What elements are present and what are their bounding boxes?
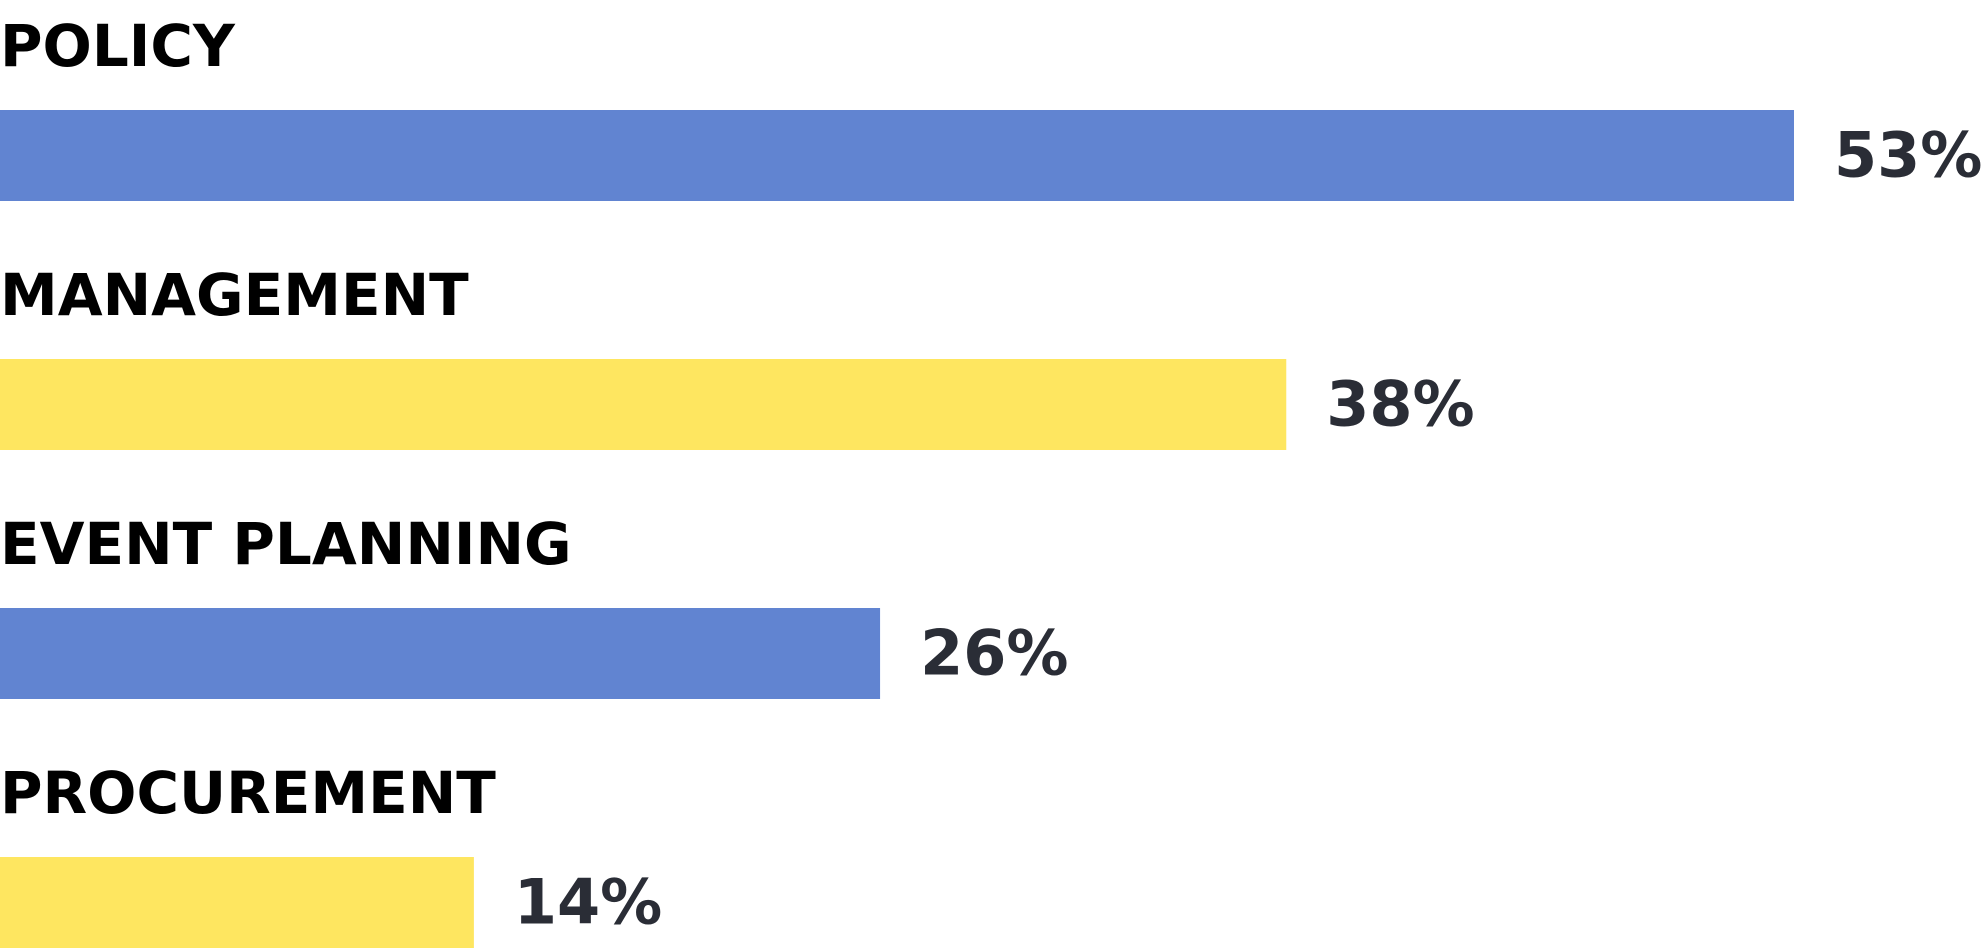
value-label: 53% [1834, 119, 1982, 192]
bar [0, 359, 1287, 450]
bar [0, 110, 1794, 201]
bar [0, 857, 474, 948]
value-label: 26% [920, 617, 1068, 690]
category-label: PROCUREMENT [0, 759, 496, 827]
bar [0, 608, 881, 699]
value-label: 38% [1326, 368, 1474, 441]
category-label: EVENT PLANNING [0, 510, 572, 578]
category-label: MANAGEMENT [0, 261, 469, 329]
value-label: 14% [514, 866, 662, 939]
category-label: POLICY [0, 12, 236, 80]
